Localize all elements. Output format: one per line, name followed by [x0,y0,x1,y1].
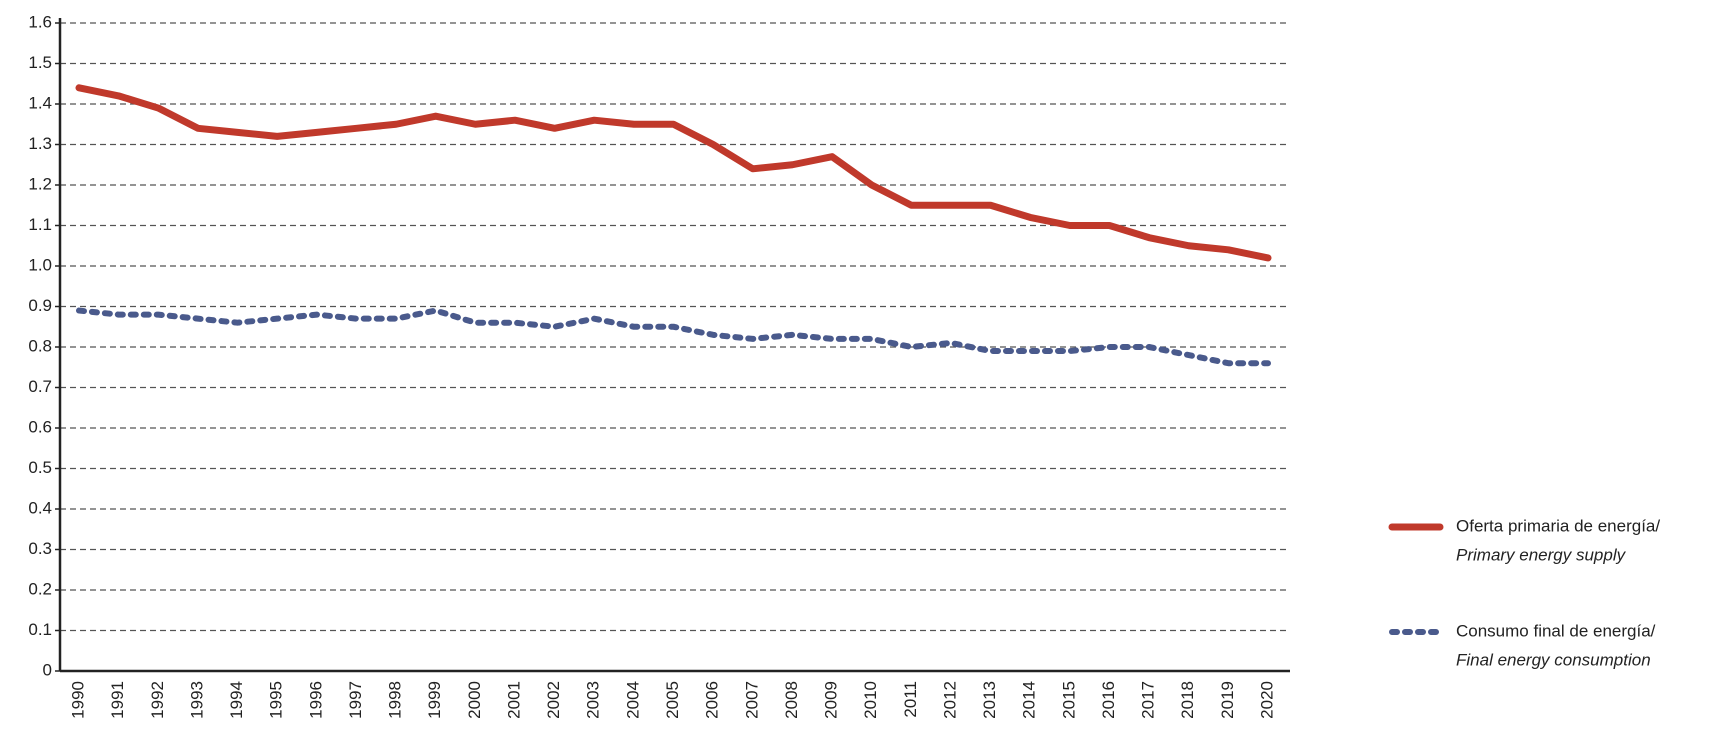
x-tick-label: 1992 [148,681,167,719]
x-tick-label: 1995 [267,681,286,719]
x-tick-label: 1998 [386,681,405,719]
x-tick-label: 1999 [425,681,444,719]
x-tick-label: 2011 [901,681,920,718]
x-tick-label: 2007 [742,681,761,719]
legend-label: Oferta primaria de energía/ [1456,516,1660,535]
x-tick-label: 2002 [544,681,563,719]
y-tick-label: 1.4 [28,93,52,112]
y-tick-label: 0.1 [28,620,52,639]
x-tick-label: 2012 [940,681,959,719]
x-tick-label: 2016 [1099,681,1118,719]
x-tick-label: 2019 [1218,681,1237,719]
y-tick-label: 0.5 [28,458,52,477]
legend-label: Final energy consumption [1456,650,1651,669]
x-tick-label: 2009 [822,681,841,719]
x-tick-label: 1996 [306,681,325,719]
x-tick-label: 2003 [584,681,603,719]
x-tick-label: 2004 [623,681,642,719]
y-tick-label: 0.3 [28,539,52,558]
x-tick-label: 2001 [504,681,523,719]
x-tick-label: 2017 [1139,681,1158,719]
x-tick-label: 2000 [465,681,484,719]
x-tick-label: 1997 [346,681,365,719]
x-tick-label: 2005 [663,681,682,719]
y-tick-label: 0.6 [28,417,52,436]
y-tick-label: 0.4 [28,498,52,517]
x-tick-label: 2006 [703,681,722,719]
legend-label: Primary energy supply [1456,545,1627,564]
y-tick-label: 0 [43,660,52,679]
y-tick-label: 1.2 [28,174,52,193]
x-tick-label: 2010 [861,681,880,719]
y-tick-label: 0.9 [28,296,52,315]
y-tick-label: 1.1 [28,215,52,234]
y-tick-label: 1.5 [28,53,52,72]
line [76,307,1271,367]
x-tick-label: 2018 [1178,681,1197,719]
x-tick-label: 2008 [782,681,801,719]
x-tick-label: 2013 [980,681,999,719]
y-tick-label: 0.7 [28,377,52,396]
y-tick-label: 0.2 [28,579,52,598]
y-tick-label: 1.3 [28,134,52,153]
x-tick-label: 1990 [68,681,87,719]
x-tick-label: 2014 [1020,681,1039,719]
line [75,84,1272,262]
x-tick-label: 2020 [1257,681,1276,719]
y-tick-label: 0.8 [28,336,52,355]
x-tick-label: 1994 [227,681,246,719]
x-tick-label: 2015 [1059,681,1078,719]
x-tick-label: 1993 [187,681,206,719]
y-tick-label: 1.0 [28,255,52,274]
x-tick-label: 1991 [108,681,127,719]
legend-label: Consumo final de energía/ [1456,621,1656,640]
y-tick-label: 1.6 [28,12,52,31]
